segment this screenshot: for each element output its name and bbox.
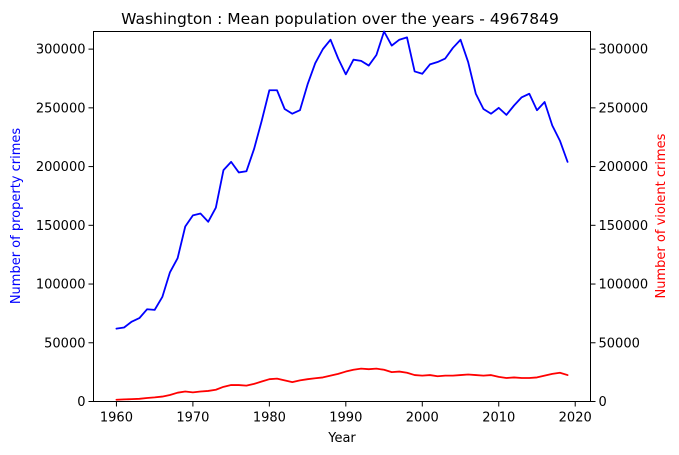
y-left-tick-label: 250000 — [36, 101, 86, 116]
x-tick-label: 1970 — [176, 411, 209, 426]
y-right-tick-label: 200000 — [599, 160, 649, 175]
y-axis-title-left: Number of property crimes — [9, 128, 24, 305]
y-left-tick-label: 100000 — [36, 278, 86, 293]
x-axis: 1960 1970 1980 1990 2000 2010 2020 — [100, 401, 592, 426]
chart-title: Washington : Mean population over the ye… — [121, 10, 559, 28]
y-right-tick-label: 300000 — [599, 43, 649, 58]
y-axis-right: 0 50000 100000 150000 200000 250000 300000 — [590, 43, 649, 410]
y-right-tick-label: 50000 — [599, 336, 640, 351]
x-tick-label: 2010 — [482, 411, 515, 426]
y-right-tick-label: 100000 — [599, 278, 649, 293]
y-right-tick-label: 150000 — [599, 219, 649, 234]
y-right-tick-label: 0 — [599, 395, 607, 410]
y-left-tick-label: 200000 — [36, 160, 86, 175]
y-axis-left: 0 50000 100000 150000 200000 250000 300000 — [36, 43, 94, 410]
y-axis-title-right: Number of violent crimes — [654, 133, 669, 298]
x-axis-title: Year — [327, 431, 356, 446]
y-left-tick-label: 50000 — [44, 336, 85, 351]
violent-crimes-line — [115, 367, 569, 401]
y-left-tick-label: 0 — [77, 395, 85, 410]
x-tick-label: 1990 — [329, 411, 362, 426]
x-tick-label: 1980 — [253, 411, 286, 426]
plot-area — [93, 31, 591, 402]
series-lines — [115, 30, 569, 401]
x-tick-label: 1960 — [100, 411, 133, 426]
property-crimes-line — [115, 30, 569, 330]
y-right-tick-label: 250000 — [599, 101, 649, 116]
y-left-tick-label: 300000 — [36, 43, 86, 58]
x-tick-label: 2020 — [559, 411, 592, 426]
y-left-tick-label: 150000 — [36, 219, 86, 234]
x-tick-label: 2000 — [406, 411, 439, 426]
